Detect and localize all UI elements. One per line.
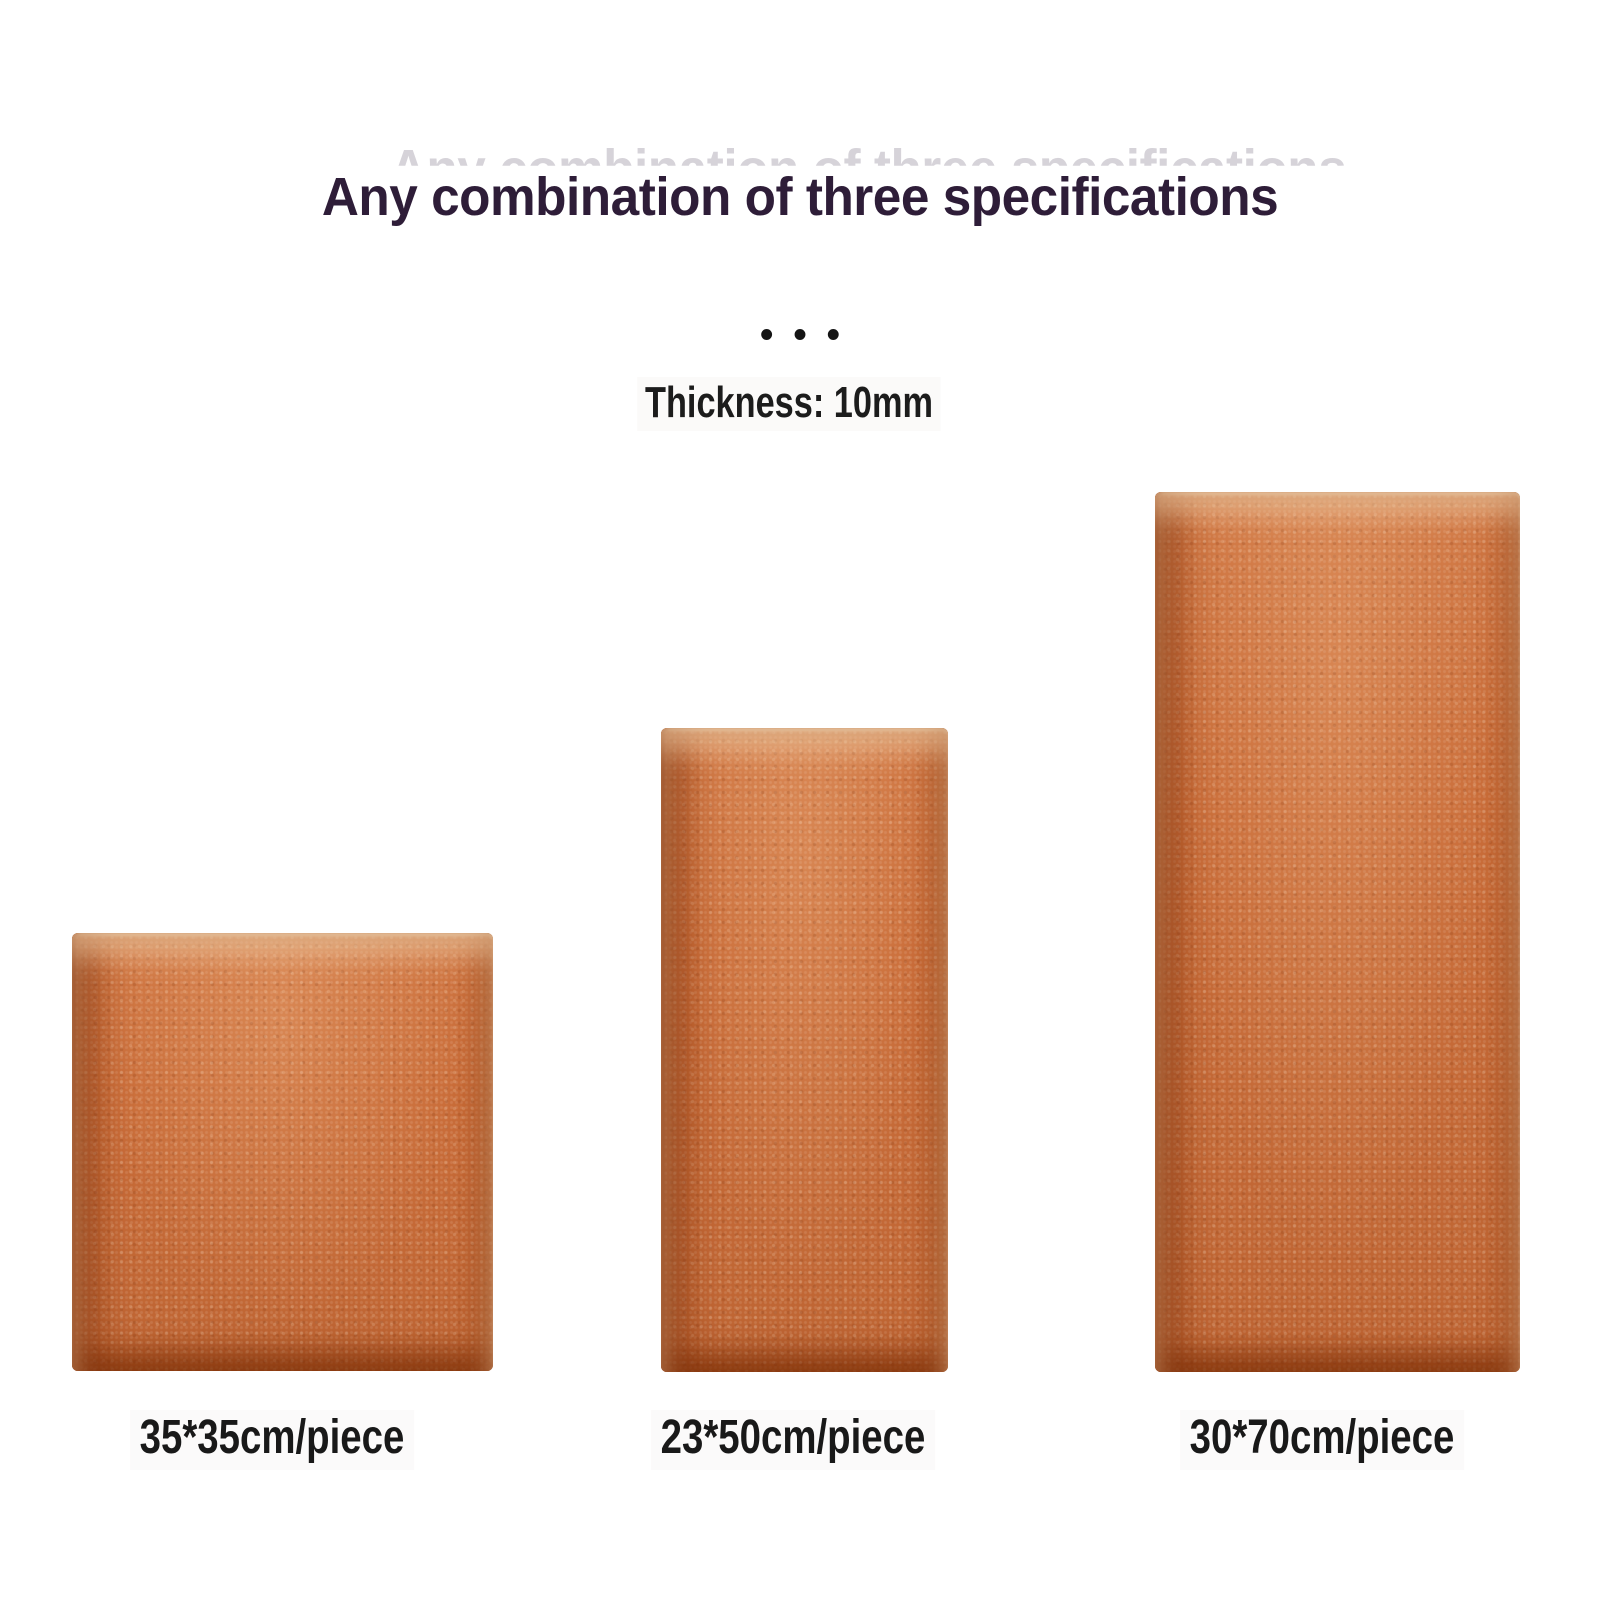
size-label-35x35: 35*35cm/piece [130, 1410, 414, 1470]
leather-texture [1155, 492, 1520, 1372]
panel-23x50 [661, 728, 948, 1372]
size-label-30x70: 30*70cm/piece [1180, 1410, 1464, 1470]
panel-bevel-edge [1155, 492, 1520, 1372]
leather-texture [661, 728, 948, 1372]
page-title: Any combination of three specifications [321, 167, 1279, 227]
panel-bevel-edge [661, 728, 948, 1372]
panel-30x70 [1155, 492, 1520, 1372]
panel-35x35 [72, 933, 493, 1371]
panel-bevel-edge [72, 933, 493, 1371]
thickness-note: Thickness: 10mm [637, 377, 941, 431]
title-ghost-echo: Any combination of three specifications [389, 139, 1347, 199]
leather-texture [72, 933, 493, 1371]
ellipsis-dots-icon: ••• [760, 314, 860, 356]
size-label-23x50: 23*50cm/piece [651, 1410, 935, 1470]
